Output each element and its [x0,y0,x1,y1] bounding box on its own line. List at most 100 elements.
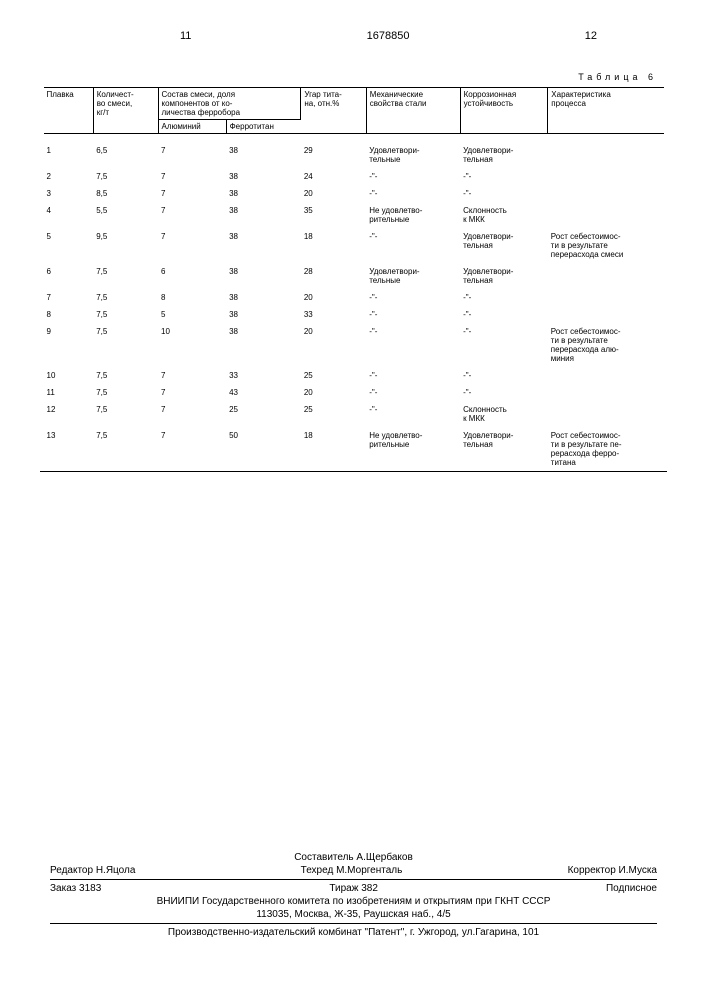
cell-ugar: 20 [301,323,366,367]
table-row: 27,573824-"--"- [44,168,664,185]
cell-ugar: 24 [301,168,366,185]
cell-proc [548,367,664,384]
compiler: Составитель А.Щербаков [50,852,657,863]
th-mech: Механическиесвойства стали [366,88,460,134]
cell-corr: Удовлетвори-тельная [460,142,548,168]
cell-ft: 38 [226,185,301,202]
table-row: 87,553833-"--"- [44,306,664,323]
cell-ugar: 20 [301,384,366,401]
cell-q: 5,5 [93,202,158,228]
footer-block: Составитель А.Щербаков Редактор Н.Яцола … [50,850,657,940]
cell-mech: Удовлетвори-тельные [366,142,460,168]
cell-proc [548,401,664,427]
cell-al: 6 [158,263,226,289]
cell-mech: -"- [366,228,460,263]
cell-ugar: 25 [301,401,366,427]
cell-proc: Рост себестоимос-ти в результатеперерасх… [548,228,664,263]
cell-q: 9,5 [93,228,158,263]
cell-q: 8,5 [93,185,158,202]
cell-corr: -"- [460,384,548,401]
tirage: Тираж 382 [329,883,378,894]
cell-al: 7 [158,384,226,401]
cell-ugar: 20 [301,185,366,202]
cell-mech: -"- [366,289,460,306]
table-row: 97,5103820-"--"-Рост себестоимос-ти в ре… [44,323,664,367]
cell-n: 11 [44,384,94,401]
doc-number: 1678850 [367,30,410,42]
cell-mech: -"- [366,185,460,202]
cell-al: 7 [158,142,226,168]
cell-proc [548,289,664,306]
cell-corr: Удовлетвори-тельная [460,427,548,471]
cell-proc: Рост себестоимос-ти в результате пе-рера… [548,427,664,471]
cell-corr: -"- [460,185,548,202]
cell-al: 7 [158,168,226,185]
cell-ft: 33 [226,367,301,384]
cell-n: 8 [44,306,94,323]
cell-corr: -"- [460,323,548,367]
cell-ugar: 25 [301,367,366,384]
cell-mech: -"- [366,367,460,384]
cell-ft: 38 [226,289,301,306]
cell-mech: -"- [366,384,460,401]
th-plavka: Плавка [44,88,94,134]
cell-q: 7,5 [93,427,158,471]
cell-al: 5 [158,306,226,323]
cell-corr: -"- [460,306,548,323]
cell-n: 12 [44,401,94,427]
cell-proc [548,263,664,289]
table-row: 45,573835Не удовлетво-рительныеСклонност… [44,202,664,228]
cell-corr: -"- [460,289,548,306]
cell-ft: 38 [226,323,301,367]
cell-ugar: 29 [301,142,366,168]
org: ВНИИПИ Государственного комитета по изоб… [50,896,657,907]
cell-ft: 38 [226,306,301,323]
cell-proc [548,168,664,185]
cell-proc: Рост себестоимос-ти в результатеперерасх… [548,323,664,367]
cell-ft: 43 [226,384,301,401]
cell-mech: -"- [366,401,460,427]
cell-al: 7 [158,185,226,202]
cell-n: 7 [44,289,94,306]
table-caption: Таблица 6 [0,42,707,87]
editor: Редактор Н.Яцола [50,865,135,876]
cell-ugar: 18 [301,427,366,471]
th-sostav: Состав смеси, долякомпонентов от ко-личе… [158,88,301,120]
page-num-left: 11 [180,30,191,42]
cell-al: 7 [158,202,226,228]
th-ft: Ферротитан [226,120,301,134]
cell-ugar: 20 [301,289,366,306]
cell-n: 13 [44,427,94,471]
th-qty: Количест-во смеси,кг/т [93,88,158,134]
data-table: Плавка Количест-во смеси,кг/т Состав сме… [44,87,664,471]
table-row: 107,573325-"--"- [44,367,664,384]
table-row: 16,573829Удовлетвори-тельныеУдовлетвори-… [44,142,664,168]
cell-n: 6 [44,263,94,289]
cell-ft: 38 [226,142,301,168]
cell-al: 10 [158,323,226,367]
cell-n: 5 [44,228,94,263]
cell-q: 7,5 [93,367,158,384]
cell-al: 7 [158,401,226,427]
order: Заказ 3183 [50,883,101,894]
cell-q: 6,5 [93,142,158,168]
cell-mech: Удовлетвори-тельные [366,263,460,289]
cell-n: 1 [44,142,94,168]
th-corr: Коррозионнаяустойчивость [460,88,548,134]
cell-al: 7 [158,367,226,384]
cell-n: 10 [44,367,94,384]
table-row: 77,583820-"--"- [44,289,664,306]
cell-q: 7,5 [93,306,158,323]
table-row: 67,563828Удовлетвори-тельныеУдовлетвори-… [44,263,664,289]
cell-mech: -"- [366,306,460,323]
th-al: Алюминий [158,120,226,134]
cell-proc [548,202,664,228]
cell-ft: 50 [226,427,301,471]
cell-ft: 38 [226,228,301,263]
table-row: 117,574320-"--"- [44,384,664,401]
cell-ft: 38 [226,263,301,289]
printer: Производственно-издательский комбинат "П… [50,927,657,938]
cell-al: 7 [158,228,226,263]
address: 113035, Москва, Ж-35, Раушская наб., 4/5 [50,909,657,920]
table-bottom-rule [40,471,667,472]
